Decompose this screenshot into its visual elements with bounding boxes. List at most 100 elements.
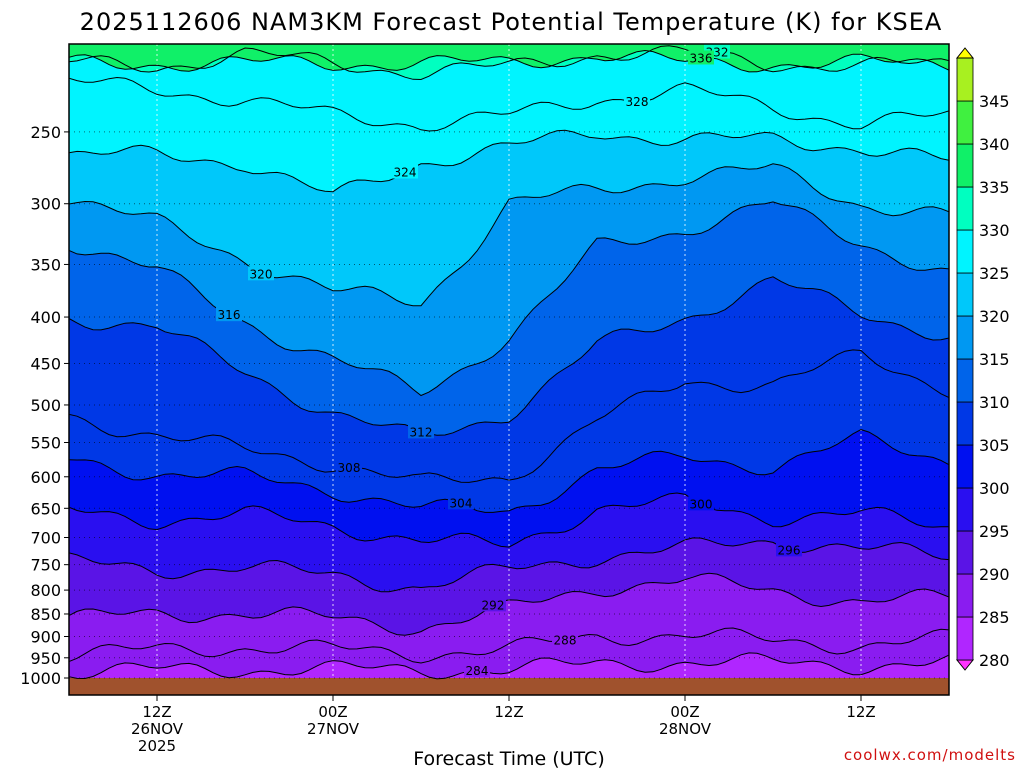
isentrope-label-bg-304 [448, 495, 474, 510]
isentrope-296 [69, 537, 949, 593]
colorbar-segment-13 [956, 100, 974, 145]
colorbar-legend: 280 285 290 295 300 305 310 315 320 325 330 335 340 3… [955, 47, 1010, 671]
isentrope-label-328: 328 [626, 95, 649, 109]
y-tick-label-450: 450 [30, 354, 61, 373]
isentrope-284 [69, 652, 949, 680]
isentrope-label-284: 284 [466, 664, 489, 678]
isentrope-label-bg-296 [776, 542, 802, 557]
colorbar-label-310: 310 [979, 393, 1010, 412]
x-tick-label-42-0: 00Z [670, 703, 699, 721]
y-tick-label-500: 500 [30, 396, 61, 415]
isentrope-label-288: 288 [554, 634, 577, 648]
isentrope-312 [69, 276, 949, 436]
colorbar-segment-3 [956, 530, 974, 575]
colorbar-label-315: 315 [979, 350, 1010, 369]
isentrope-label-304: 304 [450, 496, 473, 510]
band-328 [69, 44, 949, 131]
x-axis-label: Forecast Time (UTC) [413, 748, 604, 768]
chart-title: 2025112606 NAM3KM Forecast Potential Tem… [80, 8, 943, 36]
isentrope-320 [69, 163, 949, 307]
isentrope-label-316: 316 [218, 308, 241, 322]
colorbar-segment-6 [956, 401, 974, 446]
x-tick-label-30-0: 12Z [494, 703, 523, 721]
colorbar-segment-8 [956, 315, 974, 360]
isentrope-label-308: 308 [338, 461, 361, 475]
y-tick-label-550: 550 [30, 433, 61, 452]
colorbar-label-295: 295 [979, 522, 1010, 541]
colorbar-label-325: 325 [979, 264, 1010, 283]
colorbar-segment-11 [956, 186, 974, 231]
colorbar-min-arrow [955, 659, 975, 671]
colorbar-segment-2 [956, 573, 974, 618]
pressure-axis: 250 300 350 400 450 500 550 600 650 700 750 800 850 9… [20, 123, 69, 688]
isentrope-336 [69, 49, 949, 73]
isentrope-label-292: 292 [482, 598, 505, 612]
colorbar-label-285: 285 [979, 608, 1010, 627]
colorbar-label-280: 280 [979, 651, 1010, 670]
x-tick-label-6-0: 12Z [142, 703, 171, 721]
isentrope-324 [69, 129, 949, 193]
colorbar-segment-10 [956, 229, 974, 274]
isentrope-288 [69, 627, 949, 664]
isentrope-316 [69, 201, 949, 397]
y-tick-label-700: 700 [30, 528, 61, 547]
colorbar-label-320: 320 [979, 307, 1010, 326]
colorbar-label-305: 305 [979, 436, 1010, 455]
isentrope-label-bg-328 [624, 93, 650, 108]
isentrope-label-bg-300 [688, 496, 714, 511]
isentrope-label-320: 320 [250, 267, 273, 281]
colorbar-label-340: 340 [979, 135, 1010, 154]
colorbar-segment-1 [956, 616, 974, 661]
y-tick-label-800: 800 [30, 581, 61, 600]
y-tick-label-850: 850 [30, 605, 61, 624]
y-tick-label-250: 250 [30, 123, 61, 142]
colorbar-segment-5 [956, 444, 974, 489]
y-tick-label-600: 600 [30, 468, 61, 487]
colorbar-segment-7 [956, 358, 974, 403]
y-tick-label-750: 750 [30, 556, 61, 575]
colorbar-label-300: 300 [979, 479, 1010, 498]
x-tick-label-54-0: 12Z [846, 703, 875, 721]
colorbar-segment-4 [956, 487, 974, 532]
isentrope-label-312: 312 [410, 425, 433, 439]
isentrope-label-bg-312 [408, 424, 434, 439]
y-tick-label-950: 950 [30, 649, 61, 668]
x-tick-label-42-1: 28NOV [659, 720, 712, 738]
y-tick-label-900: 900 [30, 627, 61, 646]
ground-surface [69, 678, 949, 695]
colorbar-label-345: 345 [979, 92, 1010, 111]
y-tick-label-400: 400 [30, 308, 61, 327]
colorbar-segment-12 [956, 143, 974, 188]
x-tick-label-18-0: 00Z [318, 703, 347, 721]
isentrope-label-324: 324 [394, 166, 417, 180]
colorbar-label-335: 335 [979, 178, 1010, 197]
y-tick-label-1000: 1000 [20, 669, 61, 688]
colorbar-max-arrow [955, 47, 975, 59]
isentrope-308 [69, 349, 949, 483]
isentrope-328 [69, 76, 949, 132]
isentrope-label-bg-292 [480, 597, 506, 612]
isentrope-300 [69, 492, 949, 548]
isentrope-label-bg-316 [216, 307, 242, 322]
isentrope-label-296: 296 [778, 543, 801, 557]
isentrope-label-336: 336 [690, 51, 713, 65]
source-credit: coolwx.com/modelts [844, 746, 1016, 764]
isentrope-label-bg-324 [392, 164, 418, 179]
isentrope-label-300: 300 [690, 497, 713, 511]
isentrope-label-bg-320 [248, 266, 274, 281]
isentrope-contours: 2842882922963003043083123163203243283323… [69, 44, 949, 680]
isentrope-292 [69, 572, 949, 636]
colorbar-label-330: 330 [979, 221, 1010, 240]
y-tick-label-300: 300 [30, 195, 61, 214]
x-tick-label-6-2: 2025 [138, 737, 176, 755]
isentrope-label-bg-336 [688, 50, 714, 65]
y-tick-label-650: 650 [30, 499, 61, 518]
colorbar-segment-14 [956, 57, 974, 102]
colorbar-segment-9 [956, 272, 974, 317]
x-tick-label-6-1: 26NOV [131, 720, 184, 738]
grid-lines [69, 44, 949, 679]
x-tick-label-18-1: 27NOV [307, 720, 360, 738]
isentrope-304 [69, 429, 949, 513]
